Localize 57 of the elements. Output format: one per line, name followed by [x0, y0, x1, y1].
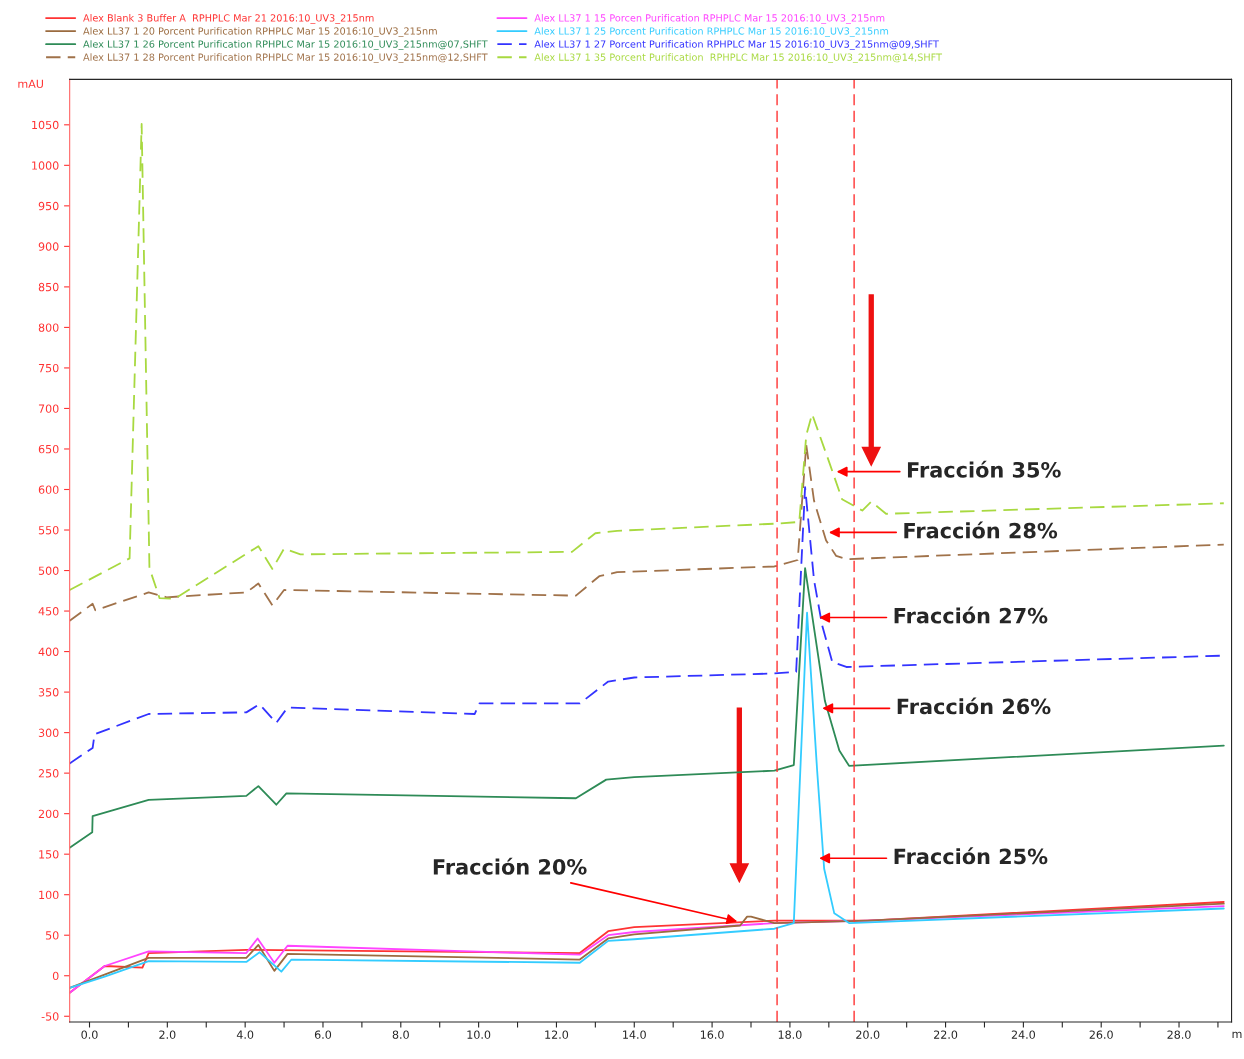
legend-label: Alex LL37 1 28 Porcent Purification RPHPLC Mar 15 2016:10_UV3_215nm@12,SHFT [83, 53, 488, 63]
y-tick-label: 950 [38, 201, 59, 211]
legend-label: Alex LL37 1 26 Porcent Purification RPHPLC Mar 15 2016:10_UV3_215nm@07,SHFT [83, 40, 488, 50]
x-axis-title: m [1232, 1031, 1242, 1038]
annotation: Fracción 20% [433, 857, 587, 875]
y-tick-label: 150 [39, 850, 59, 859]
y-axis-title: mAU [18, 79, 43, 89]
y-tick-label: 850 [38, 282, 59, 292]
y-tick-label: 350 [38, 688, 59, 697]
y-tick-label: 200 [38, 809, 59, 819]
y-tick-label: 1000 [32, 161, 59, 170]
legend-label: Alex LL37 1 27 Porcent Purification RPHPLC Mar 15 2016:10_UV3_215nm@09,SHFT [534, 40, 939, 50]
x-tick-label: 20.0 [856, 1030, 880, 1039]
annotation: Fracción 25% [894, 847, 1048, 865]
line-series [69, 123, 1225, 600]
x-tick-label: 14.0 [623, 1030, 646, 1039]
x-tick-label: 22.0 [934, 1030, 958, 1039]
x-tick-label: 4.0 [236, 1030, 254, 1039]
annotation: Fracción 27% [894, 606, 1048, 624]
y-tick-label: 550 [38, 525, 59, 535]
x-tick-label: 24.0 [1011, 1030, 1036, 1039]
y-tick-label: 700 [38, 404, 59, 413]
y-tick-label: 500 [38, 566, 59, 575]
y-tick-label: 450 [38, 607, 59, 616]
x-tick-label: 6.0 [314, 1030, 332, 1039]
y-tick-label: 300 [38, 728, 59, 737]
y-tick-label: 650 [38, 444, 59, 454]
y-tick-label: 250 [38, 769, 59, 778]
x-tick-label: 28.0 [1167, 1030, 1191, 1039]
line-series [69, 567, 1225, 849]
y-tick-label: -50 [41, 1012, 59, 1021]
x-tick-label: 10.0 [467, 1030, 491, 1039]
y-tick-label: 800 [38, 323, 59, 332]
y-tick-label: 1050 [32, 120, 59, 130]
annotation: Fracción 26% [897, 697, 1051, 715]
legend-label: Alex LL37 1 35 Porcent Purification RPHPLC Mar 15 2016:10_UV3_215nm@14,SHFT [534, 53, 943, 63]
annotation: Fracción 28% [904, 521, 1058, 539]
x-tick-label: 26.0 [1089, 1030, 1113, 1039]
x-tick-label: 12.0 [545, 1030, 569, 1039]
x-tick-label: 18.0 [778, 1030, 802, 1039]
legend-label: Alex LL37 1 15 Porcen Purification RPHPLC Mar 15 2016:10_UV3_215nm [534, 14, 885, 24]
line-series [69, 444, 1225, 622]
legend-label: Alex LL37 1 25 Porcent Purification RPHPLC Mar 15 2016:10_UV3_215nm [534, 27, 889, 37]
y-tick-label: 600 [38, 485, 59, 494]
annotation: Fracción 35% [907, 460, 1061, 478]
x-tick-label: 8.0 [392, 1030, 409, 1039]
x-tick-label: 2.0 [159, 1030, 176, 1039]
y-tick-label: 900 [38, 242, 59, 251]
y-tick-label: 0 [52, 971, 59, 981]
y-tick-label: 400 [38, 647, 59, 656]
legend-label: Alex Blank 3 Buffer A RPHPLC Mar 21 2016:10_UV3_215nm [83, 14, 374, 24]
x-tick-label: 0.0 [81, 1030, 98, 1039]
y-tick-label: 750 [38, 363, 59, 373]
y-tick-label: 100 [39, 890, 59, 900]
legend-label: Alex LL37 1 20 Porcent Purification RPHPLC Mar 15 2016:10_UV3_215nm [83, 27, 437, 37]
x-tick-label: 16.0 [700, 1030, 724, 1039]
y-tick-label: 50 [45, 931, 59, 940]
